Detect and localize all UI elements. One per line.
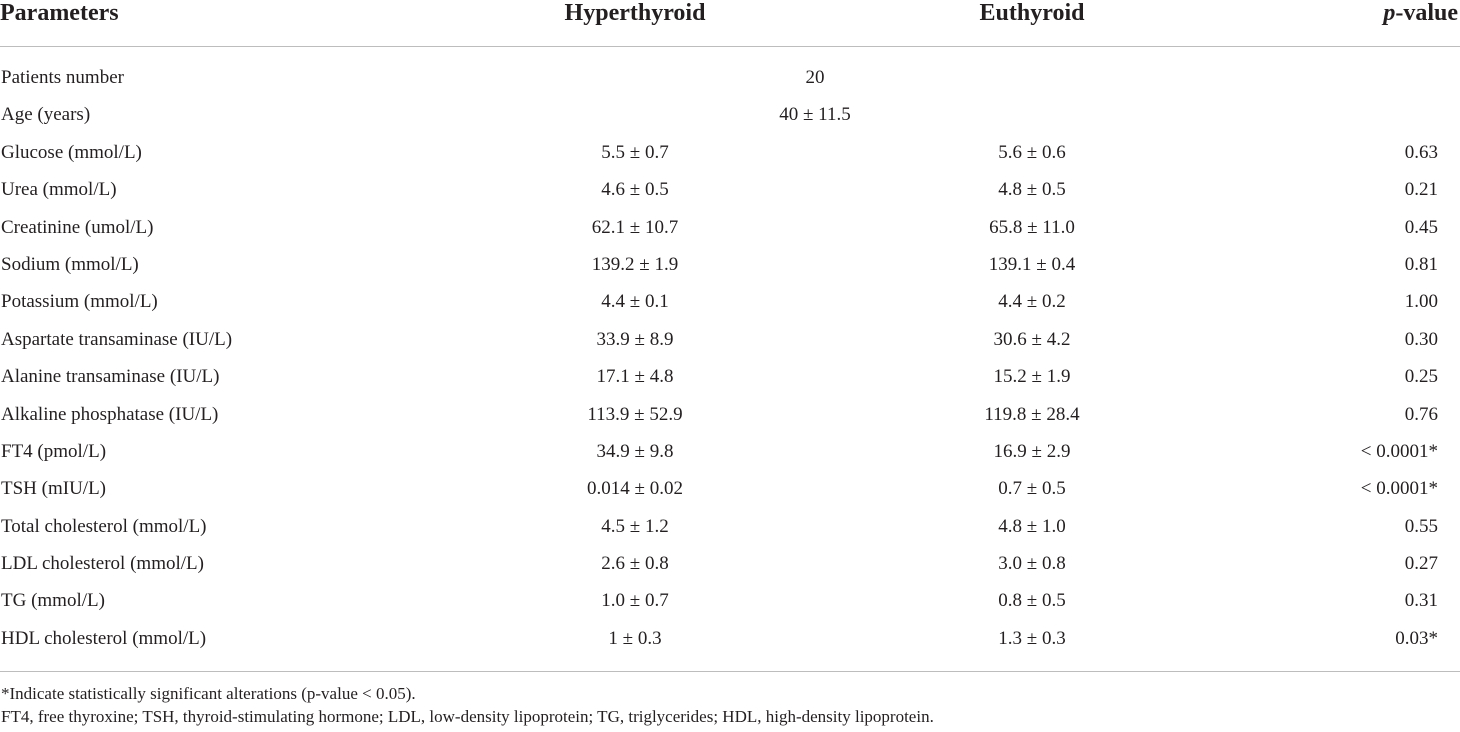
header-euthyroid: Euthyroid bbox=[979, 0, 1085, 26]
table-row: Potassium (mmol/L) 4.4 ± 0.1 4.4 ± 0.2 1.00 bbox=[0, 285, 1460, 322]
row-p-value: 0.30 bbox=[1404, 328, 1438, 350]
table-row: TSH (mIU/L) 0.014 ± 0.02 0.7 ± 0.5 < 0.0001… bbox=[0, 472, 1460, 509]
row-hyperthyroid-value: 113.9 ± 52.9 bbox=[587, 403, 683, 425]
table-row: HDL cholesterol (mmol/L) 1 ± 0.3 1.3 ± 0.3… bbox=[0, 622, 1460, 659]
row-p-value: 0.31 bbox=[1404, 590, 1438, 612]
row-param: HDL cholesterol (mmol/L) bbox=[1, 627, 207, 649]
row-p-value: 0.21 bbox=[1404, 179, 1438, 201]
row-euthyroid-value: 65.8 ± 11.0 bbox=[989, 216, 1075, 238]
table-header-row: Parameters Hyperthyroid Euthyroid p-valu… bbox=[0, 0, 1460, 47]
table-row: Sodium (mmol/L) 139.2 ± 1.9 139.1 ± 0.4 0.8… bbox=[0, 248, 1460, 285]
row-hyperthyroid-value: 17.1 ± 4.8 bbox=[596, 366, 674, 388]
row-hyperthyroid-value: 0.014 ± 0.02 bbox=[587, 478, 683, 500]
table-row-merged: Patients number 20 bbox=[0, 61, 1460, 98]
row-euthyroid-value: 4.8 ± 0.5 bbox=[998, 179, 1066, 201]
row-hyperthyroid-value: 4.6 ± 0.5 bbox=[601, 179, 669, 201]
table-row: Aspartate transaminase (IU/L) 33.9 ± 8.9 3… bbox=[0, 323, 1460, 360]
table-row: FT4 (pmol/L) 34.9 ± 9.8 16.9 ± 2.9 < 0.0001… bbox=[0, 435, 1460, 472]
row-p-value: 1.00 bbox=[1404, 291, 1438, 313]
row-p-value: 0.25 bbox=[1404, 366, 1438, 388]
row-p-value: 0.27 bbox=[1404, 553, 1438, 575]
row-euthyroid-value: 1.3 ± 0.3 bbox=[998, 627, 1066, 649]
row-p-value: < 0.0001* bbox=[1360, 440, 1438, 462]
row-param: Sodium (mmol/L) bbox=[1, 253, 139, 275]
row-euthyroid-value: 30.6 ± 4.2 bbox=[993, 328, 1071, 350]
row-euthyroid-value: 0.7 ± 0.5 bbox=[998, 478, 1066, 500]
table-row: Alkaline phosphatase (IU/L) 113.9 ± 52.9 1… bbox=[0, 398, 1460, 435]
row-hyperthyroid-value: 33.9 ± 8.9 bbox=[596, 328, 674, 350]
row-hyperthyroid-value: 34.9 ± 9.8 bbox=[596, 440, 674, 462]
row-hyperthyroid-value: 4.5 ± 1.2 bbox=[601, 515, 669, 537]
row-hyperthyroid-value: 62.1 ± 10.7 bbox=[591, 216, 679, 238]
table-row: LDL cholesterol (mmol/L) 2.6 ± 0.8 3.0 ± 0… bbox=[0, 547, 1460, 584]
row-param: LDL cholesterol (mmol/L) bbox=[1, 553, 204, 575]
footnote-significance: *Indicate statistically significant alte… bbox=[1, 684, 416, 703]
row-euthyroid-value: 4.8 ± 1.0 bbox=[998, 515, 1066, 537]
row-param: Creatinine (umol/L) bbox=[1, 216, 154, 238]
row-param: Aspartate transaminase (IU/L) bbox=[1, 328, 233, 350]
row-hyperthyroid-value: 2.6 ± 0.8 bbox=[601, 553, 669, 575]
row-p-value: < 0.0001* bbox=[1360, 478, 1438, 500]
row-p-value: 0.63 bbox=[1404, 141, 1438, 163]
row-euthyroid-value: 5.6 ± 0.6 bbox=[998, 141, 1066, 163]
row-param: Alanine transaminase (IU/L) bbox=[1, 366, 220, 388]
row-euthyroid-value: 16.9 ± 2.9 bbox=[993, 440, 1071, 462]
row-param: Potassium (mmol/L) bbox=[1, 291, 158, 313]
header-hyperthyroid: Hyperthyroid bbox=[564, 0, 706, 26]
table-footnotes: *Indicate statistically significant alte… bbox=[1, 683, 934, 728]
row-param: TSH (mIU/L) bbox=[1, 478, 107, 500]
header-p-value-italic: p bbox=[1383, 0, 1396, 26]
table-row: TG (mmol/L) 1.0 ± 0.7 0.8 ± 0.5 0.31 bbox=[0, 584, 1460, 621]
row-p-value: 0.55 bbox=[1404, 515, 1438, 537]
row-param: Patients number bbox=[1, 67, 124, 88]
row-euthyroid-value: 0.8 ± 0.5 bbox=[998, 590, 1066, 612]
row-param: FT4 (pmol/L) bbox=[1, 440, 107, 462]
row-p-value: 0.76 bbox=[1404, 403, 1438, 425]
table-row: Glucose (mmol/L) 5.5 ± 0.7 5.6 ± 0.6 0.63 bbox=[0, 136, 1460, 173]
table-row: Alanine transaminase (IU/L) 17.1 ± 4.8 15.… bbox=[0, 360, 1460, 397]
row-euthyroid-value: 119.8 ± 28.4 bbox=[984, 403, 1080, 425]
row-param: Total cholesterol (mmol/L) bbox=[1, 515, 207, 537]
row-p-value: 0.03* bbox=[1395, 627, 1438, 649]
row-param: Urea (mmol/L) bbox=[1, 179, 117, 201]
row-p-value: 0.45 bbox=[1404, 216, 1438, 238]
row-hyperthyroid-value: 1.0 ± 0.7 bbox=[601, 590, 669, 612]
row-merged-value: 20 bbox=[805, 67, 825, 88]
row-euthyroid-value: 15.2 ± 1.9 bbox=[993, 366, 1071, 388]
row-hyperthyroid-value: 1 ± 0.3 bbox=[608, 627, 662, 649]
table-body: Patients number 20 Age (years) 40 ± 11.5… bbox=[0, 47, 1460, 659]
row-p-value: 0.81 bbox=[1404, 253, 1438, 275]
row-euthyroid-value: 4.4 ± 0.2 bbox=[998, 291, 1066, 313]
row-euthyroid-value: 3.0 ± 0.8 bbox=[998, 553, 1066, 575]
header-p-value-suffix: -value bbox=[1395, 0, 1458, 26]
row-param: Glucose (mmol/L) bbox=[1, 141, 142, 163]
header-p-value: p-value bbox=[1383, 0, 1458, 27]
footnote-abbreviations: FT4, free thyroxine; TSH, thyroid-stimul… bbox=[1, 706, 934, 726]
row-param: TG (mmol/L) bbox=[1, 590, 105, 612]
row-merged-value: 40 ± 11.5 bbox=[779, 104, 851, 126]
row-hyperthyroid-value: 139.2 ± 1.9 bbox=[591, 253, 679, 275]
header-parameters: Parameters bbox=[0, 0, 119, 26]
table-row-merged: Age (years) 40 ± 11.5 bbox=[0, 98, 1460, 135]
row-euthyroid-value: 139.1 ± 0.4 bbox=[988, 253, 1076, 275]
table-row: Creatinine (umol/L) 62.1 ± 10.7 65.8 ± 11.… bbox=[0, 211, 1460, 248]
row-hyperthyroid-value: 5.5 ± 0.7 bbox=[601, 141, 669, 163]
table-row: Urea (mmol/L) 4.6 ± 0.5 4.8 ± 0.5 0.21 bbox=[0, 173, 1460, 210]
table-row: Total cholesterol (mmol/L) 4.5 ± 1.2 4.8 ±… bbox=[0, 510, 1460, 547]
row-param: Age (years) bbox=[1, 104, 91, 126]
row-param: Alkaline phosphatase (IU/L) bbox=[1, 403, 219, 425]
row-hyperthyroid-value: 4.4 ± 0.1 bbox=[601, 291, 669, 313]
table-bottom-rule bbox=[0, 671, 1460, 672]
